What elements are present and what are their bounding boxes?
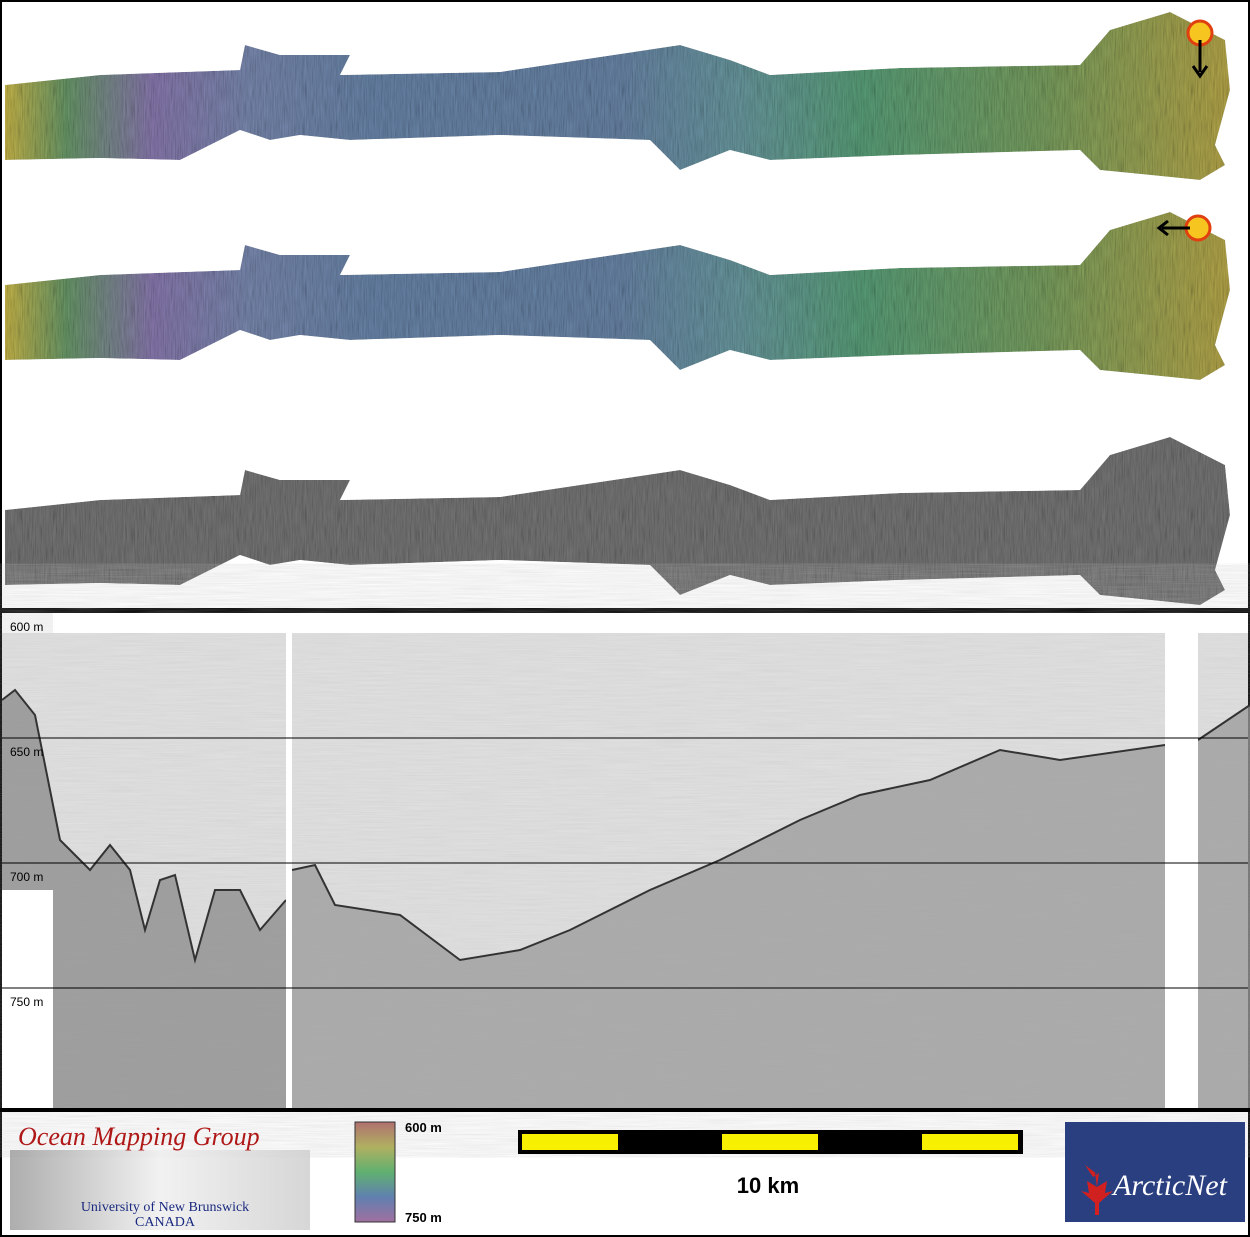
logo-line: CANADA <box>135 1215 196 1230</box>
divider <box>0 1108 1250 1112</box>
colorbar-label: 600 m <box>405 1120 442 1135</box>
profile: 600 m 650 m 700 m 750 m <box>1 613 1250 1108</box>
depth-label: 750 m <box>10 995 43 1009</box>
depth-label: 600 m <box>10 620 43 634</box>
scale-label: 10 km <box>737 1173 799 1198</box>
divider <box>0 608 1250 613</box>
colorbar-label: 750 m <box>405 1210 442 1225</box>
depth-label: 700 m <box>10 870 43 884</box>
swath-maps <box>5 12 1230 605</box>
logo-line: University of New Brunswick <box>81 1200 249 1215</box>
partner-logo: ArcticNet <box>1111 1169 1228 1202</box>
footer: Ocean Mapping Group University of New Br… <box>10 1120 1245 1230</box>
depth-label: 650 m <box>10 745 43 759</box>
logo-title: Ocean Mapping Group <box>18 1122 260 1151</box>
